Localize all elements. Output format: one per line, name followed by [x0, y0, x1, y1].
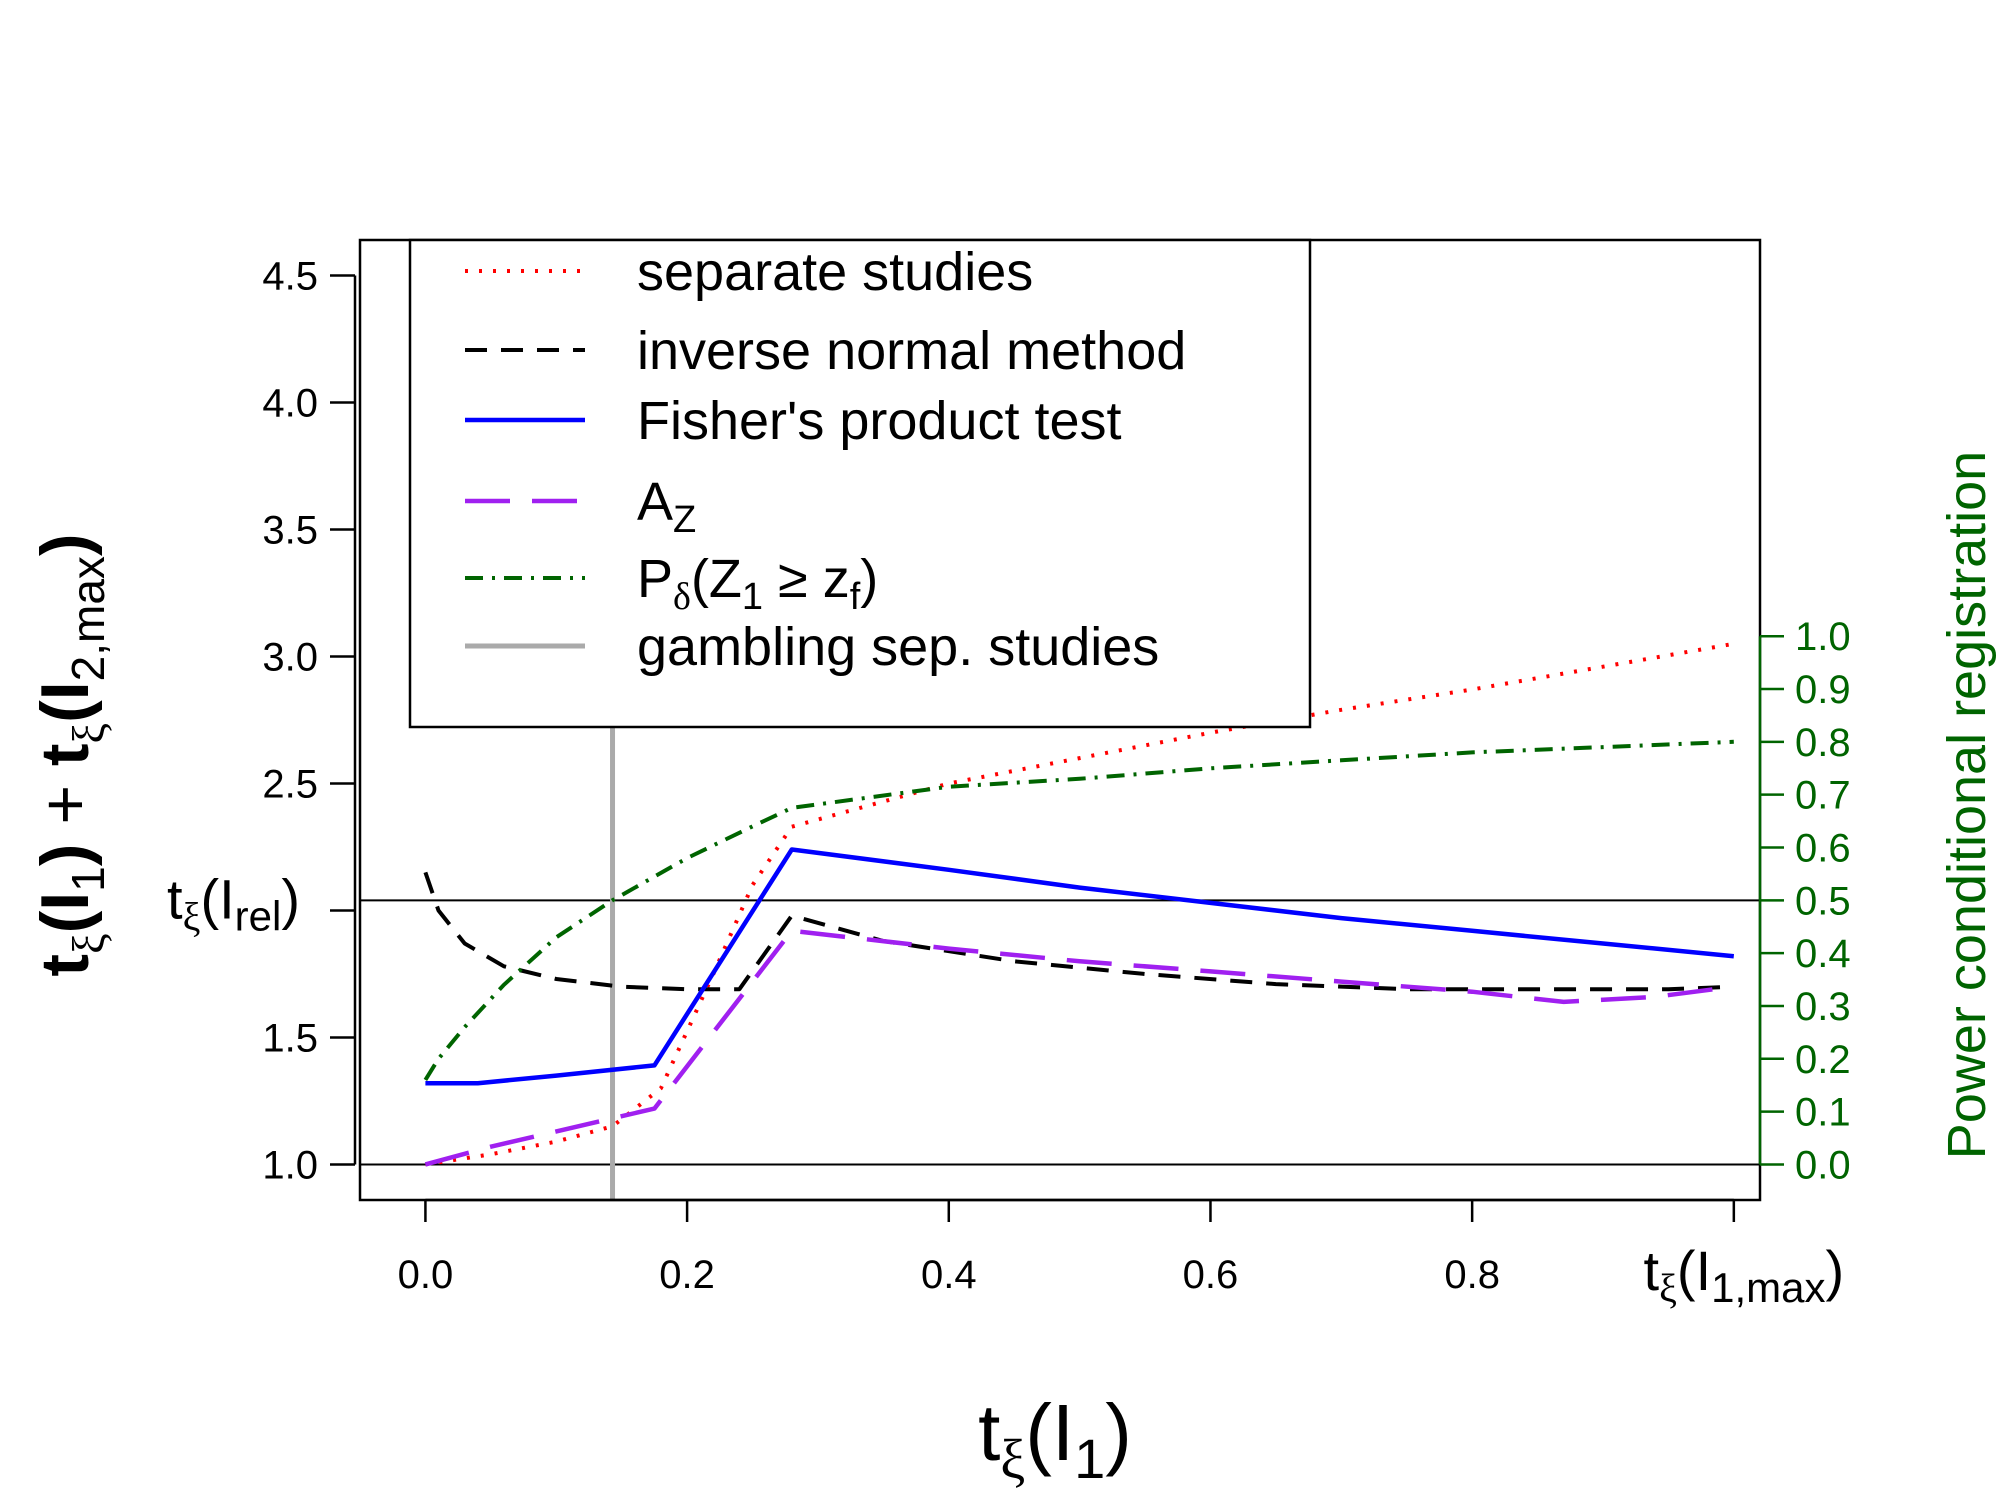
y-special-close: ) [281, 867, 300, 930]
y-special-sub: ξ [183, 894, 201, 939]
y2-tick-label-9: 0.9 [1795, 668, 1851, 712]
legend-label-0: separate studies [637, 242, 1033, 302]
series-line-3 [424, 928, 1735, 1167]
legend-label-rest2-4: ≥ z [763, 549, 850, 609]
y2-tick-label-10: 1.0 [1795, 615, 1851, 659]
series-layer [423, 641, 1735, 1167]
legend-label-main-5: gambling sep. studies [637, 617, 1159, 677]
x-title-open: ( [1025, 1388, 1052, 1477]
legend-label-sub-4: δ [673, 576, 691, 618]
axes-layer: 1.0 1.5 2.5 3.0 3.5 4.0 4.5 0.0 0.2 0.4 0.6 0.8 0.0 0… [167, 255, 1851, 1311]
legend-label-main-3: A [637, 472, 673, 532]
y-title-b: t [27, 743, 103, 766]
x-special-argsub: 1,max [1711, 1264, 1825, 1311]
legend-label-sub-3: Z [673, 499, 696, 541]
y-title-a-arg: I [27, 892, 103, 911]
x-tick-label-1: 0.2 [659, 1253, 715, 1297]
y-axis-title: tξ(I1) + tξ(I2,max) [27, 533, 114, 976]
y2-tick-label-0: 0.0 [1795, 1143, 1851, 1187]
y-title-a-sub: ξ [63, 933, 114, 954]
y-tick-label-4: 3.0 [262, 636, 318, 680]
y-special-tick-label: tξ(Irel) [167, 867, 300, 939]
y-tick-label-5: 3.5 [262, 509, 318, 553]
y2-tick-label-2: 0.2 [1795, 1038, 1851, 1082]
y-tick-label-3: 2.5 [262, 762, 318, 806]
x-title-close: ) [1105, 1388, 1132, 1477]
y-title-a-argsub: 1 [62, 866, 114, 892]
x-tick-label-4: 0.8 [1444, 1253, 1500, 1297]
x-tick-label-3: 0.6 [1183, 1253, 1239, 1297]
y-tick-label-0: 1.0 [262, 1143, 318, 1187]
y-tick-label-6: 4.0 [262, 382, 318, 426]
legend-label-main-0: separate studies [637, 242, 1033, 302]
x-special-close: ) [1826, 1239, 1845, 1302]
legend-label-5: gambling sep. studies [637, 617, 1159, 677]
legend-label-rest2-sub-4: f [850, 576, 861, 618]
legend-label-4: Pδ(Z1 ≥ zf) [637, 549, 878, 618]
y-title-b-arg: I [27, 681, 103, 700]
y2-tick-label-5: 0.5 [1795, 879, 1851, 923]
y2-tick-label-1: 0.1 [1795, 1091, 1851, 1135]
series-line-1 [423, 871, 1734, 992]
x-axis-title: tξ(I1) [978, 1388, 1132, 1491]
x-tick-label-2: 0.4 [921, 1253, 977, 1297]
x-special-main: t [1644, 1239, 1660, 1302]
legend-label-rest3-4: ) [860, 549, 878, 609]
x-title-sub: ξ [1000, 1429, 1025, 1491]
y2-axis-title: Power conditional registration [1937, 451, 1997, 1159]
legend: separate studies inverse normal method Fis… [408, 238, 1312, 729]
legend-label-3: AZ [637, 472, 696, 541]
y2-tick-label-7: 0.7 [1795, 774, 1851, 818]
y-title-plus: + [27, 766, 103, 844]
legend-label-rest-4: (Z [691, 549, 742, 609]
x-title-main: t [978, 1388, 1000, 1477]
y-special-arg: I [219, 867, 235, 930]
x-title-argsub: 1 [1074, 1427, 1105, 1490]
x-special-sub: ξ [1659, 1266, 1677, 1311]
y-title-b-close: ) [27, 533, 103, 556]
y2-tick-label-6: 0.6 [1795, 826, 1851, 870]
y-tick-label-7: 4.5 [262, 255, 318, 299]
x-special-open: ( [1677, 1239, 1696, 1302]
y-special-argsub: rel [235, 892, 282, 939]
axis-labels: tξ(I1)tξ(I1) + tξ(I2,max) Power condition… [27, 451, 1997, 1491]
y-title-a-open: ( [27, 910, 103, 933]
legend-label-rest-sub-4: 1 [742, 576, 763, 618]
x-special-tick-label: tξ(I1,max) [1644, 1239, 1845, 1311]
y-title-b-argsub: 2,max [62, 556, 114, 681]
x-special-arg: I [1696, 1239, 1712, 1302]
y-title-a: t [27, 954, 103, 977]
y-tick-label-1: 1.5 [262, 1016, 318, 1060]
legend-label-2: Fisher's product test [637, 391, 1122, 451]
y-title-b-sub: ξ [63, 723, 114, 744]
legend-label-main-4: P [637, 549, 673, 609]
series-line-2 [425, 847, 1735, 1086]
y2-tick-label-8: 0.8 [1795, 721, 1851, 765]
y2-tick-label-3: 0.3 [1795, 985, 1851, 1029]
y2-tick-label-4: 0.4 [1795, 932, 1851, 976]
x-tick-label-0: 0.0 [398, 1253, 454, 1297]
y-special-main: t [167, 867, 183, 930]
y-title-b-open: ( [27, 700, 103, 723]
x-title-arg: I [1052, 1388, 1074, 1477]
y-title-a-close: ) [27, 844, 103, 867]
legend-label-main-2: Fisher's product test [637, 391, 1122, 451]
legend-label-1: inverse normal method [637, 321, 1186, 381]
series-line-4 [423, 739, 1734, 1081]
legend-label-main-1: inverse normal method [637, 321, 1186, 381]
y-special-open: ( [200, 867, 219, 930]
